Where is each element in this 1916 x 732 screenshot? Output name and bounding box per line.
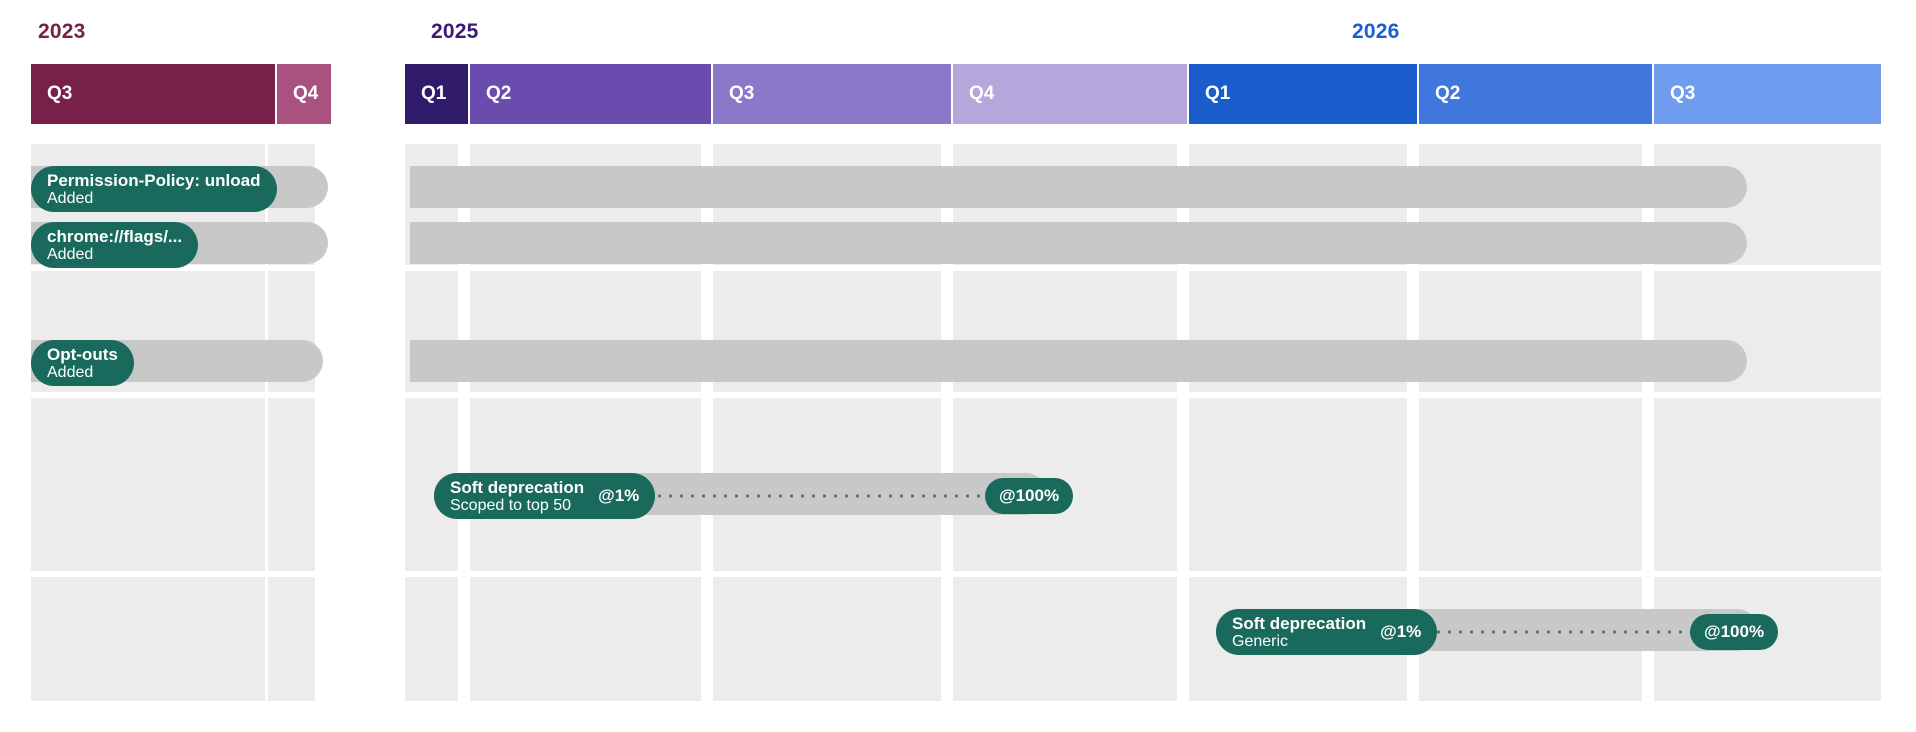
milestone-percent-start: @1% — [598, 486, 640, 505]
row-band-3-band-2026-q2 — [1419, 398, 1642, 571]
year-label-2026: 2026 — [1352, 20, 1400, 43]
milestone-subtitle: Added — [47, 189, 94, 207]
milestone-subtitle: Added — [47, 245, 94, 263]
bar-chrome-flags-right — [410, 222, 1747, 264]
milestone-text: Opt-outs Added — [47, 345, 118, 382]
milestone-title: chrome://flags/... — [47, 226, 183, 246]
milestone-title: Soft deprecation — [1232, 613, 1367, 633]
milestone-title: Opt-outs — [47, 344, 118, 364]
quarter-header-2026-q1[interactable]: Q1 — [1189, 64, 1417, 124]
quarter-label: Q3 — [1670, 83, 1696, 104]
end-marker-generic[interactable]: @100% — [1690, 614, 1779, 650]
bar-opt-outs-right — [410, 340, 1747, 382]
milestone-text: Soft deprecation Scoped to top 50 — [450, 478, 584, 515]
milestone-subtitle: Scoped to top 50 — [450, 496, 571, 514]
row-band-4-band-2025-q1 — [405, 577, 458, 701]
milestone-soft-deprecation-generic[interactable]: Soft deprecation Generic @1% — [1216, 609, 1438, 655]
row-band-3-band-2023-q4 — [268, 398, 315, 571]
row-band-4-band-2025-q4 — [953, 577, 1177, 701]
quarter-header-2025-q2[interactable]: Q2 — [470, 64, 711, 124]
milestone-percent-start: @1% — [1380, 622, 1422, 641]
quarter-label: Q2 — [486, 83, 512, 104]
quarter-header-2023-q4[interactable]: Q4 — [277, 64, 331, 124]
milestone-text: Permission-Policy: unload Added — [47, 171, 261, 208]
quarter-label: Q4 — [293, 83, 319, 104]
end-marker-top50[interactable]: @100% — [985, 478, 1074, 514]
milestone-opt-outs[interactable]: Opt-outs Added — [31, 340, 134, 386]
milestone-percent-end: @100% — [1704, 622, 1765, 641]
quarter-label: Q2 — [1435, 83, 1461, 104]
quarter-label: Q1 — [421, 83, 447, 104]
milestone-soft-deprecation-top50[interactable]: Soft deprecation Scoped to top 50 @1% — [434, 473, 656, 519]
row-band-4-band-2023-q4 — [268, 577, 315, 701]
milestone-subtitle: Generic — [1232, 632, 1289, 650]
quarter-label: Q4 — [969, 83, 995, 104]
milestone-text: chrome://flags/... Added — [47, 227, 182, 264]
year-label-2025: 2025 — [431, 20, 479, 43]
row-band-4-band-2025-q2 — [470, 577, 701, 701]
milestone-chrome-flags[interactable]: chrome://flags/... Added — [31, 222, 199, 268]
row-band-3-band-2023-q3 — [31, 398, 265, 571]
connector-generic — [1422, 630, 1698, 634]
connector-top50 — [632, 494, 994, 498]
bar-permission-policy-right — [410, 166, 1747, 208]
milestone-text: Soft deprecation Generic — [1232, 614, 1366, 651]
quarter-label: Q3 — [729, 83, 755, 104]
quarter-label: Q1 — [1205, 83, 1231, 104]
quarter-header-2025-q1[interactable]: Q1 — [405, 64, 468, 124]
milestone-percent-end: @100% — [999, 486, 1060, 505]
year-label-2023: 2023 — [38, 20, 86, 43]
quarter-header-2025-q3[interactable]: Q3 — [713, 64, 951, 124]
row-band-3-band-2026-q3 — [1654, 398, 1881, 571]
row-band-3-band-2026-q1 — [1189, 398, 1407, 571]
quarter-label: Q3 — [47, 83, 73, 104]
milestone-title: Permission-Policy: unload — [47, 170, 261, 190]
row-band-4-band-2023-q3 — [31, 577, 265, 701]
quarter-header-2023-q3[interactable]: Q3 — [31, 64, 275, 124]
milestone-title: Soft deprecation — [450, 477, 585, 497]
milestone-permission-policy-unload[interactable]: Permission-Policy: unload Added — [31, 166, 277, 212]
quarter-header-2025-q4[interactable]: Q4 — [953, 64, 1187, 124]
quarter-header-2026-q2[interactable]: Q2 — [1419, 64, 1652, 124]
milestone-subtitle: Added — [47, 363, 94, 381]
row-band-4-band-2025-q3 — [713, 577, 941, 701]
quarter-header-2026-q3[interactable]: Q3 — [1654, 64, 1881, 124]
